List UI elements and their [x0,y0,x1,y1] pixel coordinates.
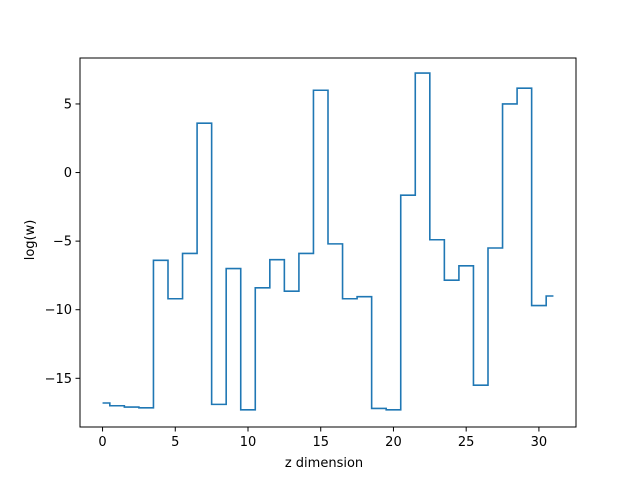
x-tick-label: 0 [98,435,106,450]
axis-labels: z dimension log(w) [23,220,363,471]
y-tick-label: −15 [45,372,72,387]
y-axis-label: log(w) [23,220,38,261]
x-tick-label: 25 [458,435,475,450]
y-tick-label: 0 [64,166,72,181]
x-tick-label: 5 [171,435,179,450]
y-tick-label: −5 [53,235,72,250]
x-axis-label: z dimension [285,456,363,471]
x-tick-label: 20 [385,435,402,450]
y-tick-label: −10 [45,303,72,318]
plot-area [102,72,554,411]
series-line-0 [102,72,554,411]
y-tick-label: 5 [64,97,72,112]
x-tick-label: 15 [312,435,329,450]
x-tick-label: 30 [531,435,548,450]
x-tick-label: 10 [240,435,257,450]
axes: 0 5 10 15 20 25 30 −15 −10 −5 0 5 [45,57,577,450]
plot-frame [79,57,577,428]
